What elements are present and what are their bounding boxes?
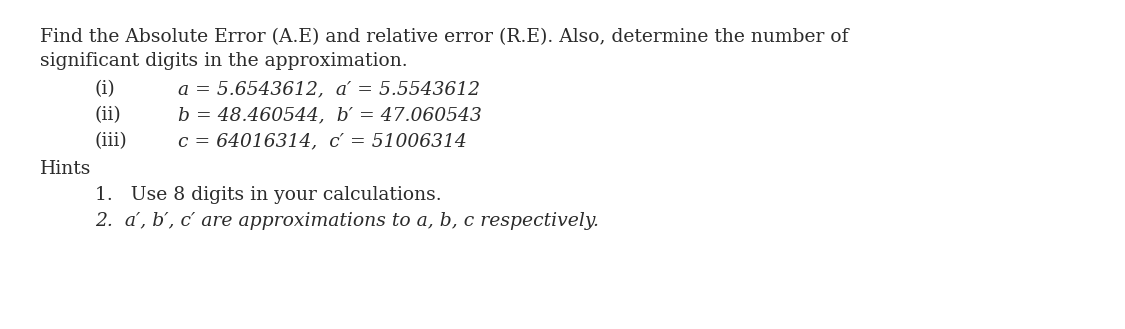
Text: (i): (i): [94, 80, 116, 98]
Text: b = 48.460544,  b′ = 47.060543: b = 48.460544, b′ = 47.060543: [178, 106, 482, 124]
Text: 2.  a′, b′, c′ are approximations to a, b, c respectively.: 2. a′, b′, c′ are approximations to a, b…: [94, 212, 598, 230]
Text: a = 5.6543612,  a′ = 5.5543612: a = 5.6543612, a′ = 5.5543612: [178, 80, 480, 98]
Text: (ii): (ii): [94, 106, 122, 124]
Text: Hints: Hints: [40, 160, 91, 178]
Text: 1.   Use 8 digits in your calculations.: 1. Use 8 digits in your calculations.: [94, 186, 442, 204]
Text: Find the Absolute Error (A.E) and relative error (R.E). Also, determine the numb: Find the Absolute Error (A.E) and relati…: [40, 28, 848, 46]
Text: significant digits in the approximation.: significant digits in the approximation.: [40, 52, 407, 70]
Text: (iii): (iii): [94, 132, 128, 150]
Text: c = 64016314,  c′ = 51006314: c = 64016314, c′ = 51006314: [178, 132, 467, 150]
